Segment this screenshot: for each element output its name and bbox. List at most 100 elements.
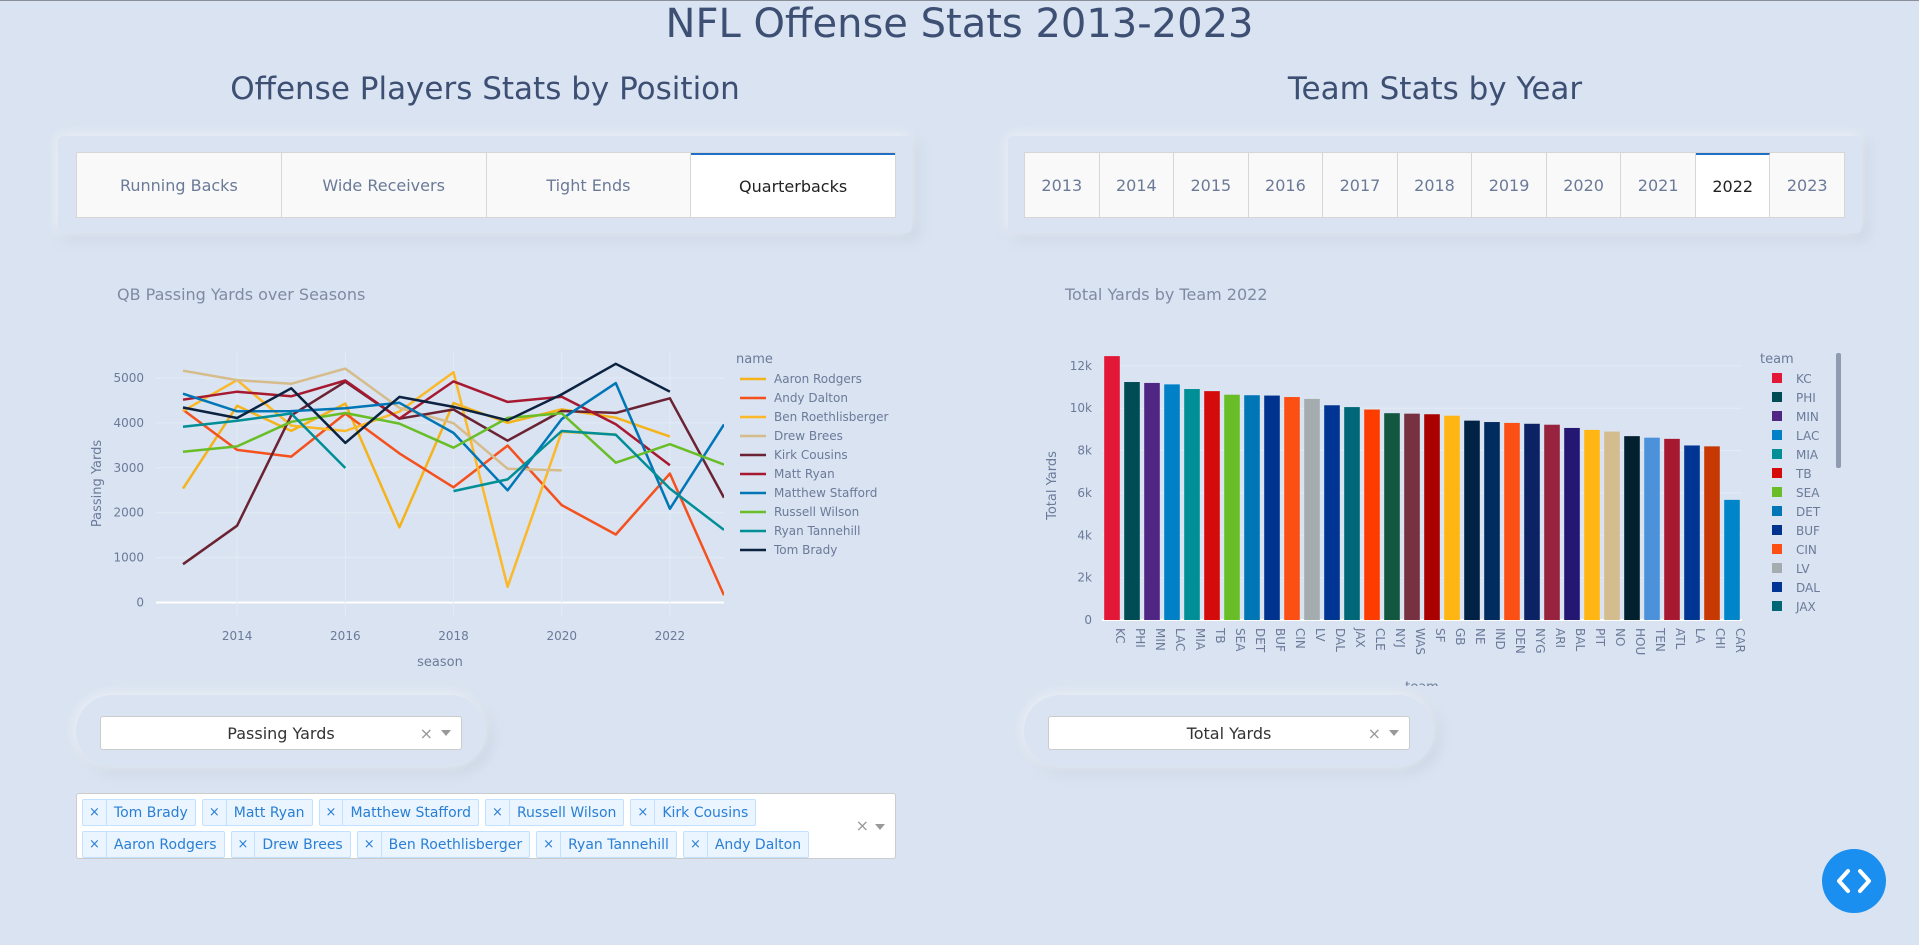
remove-chip-icon[interactable]: × [232, 832, 256, 857]
clear-icon[interactable]: × [1367, 723, 1381, 743]
chevron-down-icon[interactable] [875, 824, 885, 830]
player-chip[interactable]: × Matthew Stafford [318, 799, 480, 826]
x-axis-label: team [1405, 680, 1439, 686]
tab-year-2013[interactable]: 2013 [1025, 153, 1100, 217]
player-chip[interactable]: × Ryan Tannehill [536, 831, 677, 858]
qb-chart-title: QB Passing Yards over Seasons [117, 285, 366, 304]
clear-all-icon[interactable]: × [855, 816, 869, 835]
legend-label: DAL [1796, 581, 1820, 595]
legend-label: MIA [1796, 448, 1819, 462]
tab-quarterbacks[interactable]: Quarterbacks [691, 153, 895, 217]
series-line-ben-roethlisberger [182, 370, 616, 589]
x-tick-label: CIN [1293, 628, 1307, 649]
series-line-kirk-cousins [182, 380, 724, 566]
remove-chip-icon[interactable]: × [486, 800, 510, 825]
legend-label: Aaron Rodgers [774, 372, 862, 386]
x-tick-label: 2020 [546, 629, 577, 643]
series-line-aaron-rodgers [181, 401, 671, 529]
remove-chip-icon[interactable]: × [83, 832, 107, 857]
player-chip-label: Tom Brady [113, 804, 188, 821]
bar-ind [1484, 422, 1500, 620]
x-tick-label: NYG [1533, 628, 1547, 654]
x-tick-label: DET [1253, 628, 1267, 653]
remove-chip-icon[interactable]: × [684, 832, 708, 857]
bar-ten [1644, 437, 1660, 620]
bar-gb [1444, 415, 1460, 620]
tab-year-2018[interactable]: 2018 [1397, 153, 1473, 217]
x-tick-label: ATL [1673, 628, 1687, 650]
player-chip[interactable]: × Drew Brees [230, 831, 351, 858]
bar-ari [1544, 424, 1560, 620]
legend-label: DET [1796, 505, 1821, 519]
x-tick-label: 2016 [330, 629, 361, 643]
x-tick-label: 2022 [655, 629, 686, 643]
team-stat-dropdown[interactable]: Total Yards × [1048, 716, 1410, 750]
x-tick-label: PHI [1133, 628, 1147, 648]
player-chip[interactable]: × Ben Roethlisberger [356, 831, 531, 858]
x-tick-label: GB [1453, 628, 1467, 646]
team-stat-dropdown-value: Total Yards [1186, 723, 1272, 743]
legend-label: KC [1796, 372, 1812, 386]
tab-year-2019[interactable]: 2019 [1472, 153, 1547, 217]
tab-year-2023[interactable]: 2023 [1770, 153, 1845, 217]
bar-cin [1284, 397, 1300, 620]
x-tick-label: LAC [1173, 628, 1187, 651]
player-chip[interactable]: × Aaron Rodgers [82, 831, 225, 858]
legend-swatch [1772, 411, 1782, 421]
player-chip[interactable]: × Matt Ryan [201, 799, 313, 826]
x-tick-label: NO [1613, 628, 1627, 646]
x-tick-label: LA [1693, 628, 1707, 644]
tab-year-2022[interactable]: 2022 [1695, 153, 1771, 217]
player-chip[interactable]: × Tom Brady [82, 799, 196, 826]
bar-car [1724, 499, 1740, 620]
legend-label: LV [1796, 562, 1810, 576]
remove-chip-icon[interactable]: × [537, 832, 562, 857]
x-tick-label: WAS [1413, 628, 1427, 655]
player-multiselect[interactable]: × Tom Brady × Matt Ryan × Matthew Stafford × Ru… [76, 793, 896, 859]
x-tick-label: 2018 [438, 629, 469, 643]
tab-wide-receivers[interactable]: Wide Receivers [281, 153, 487, 217]
y-tick-label: 3000 [113, 461, 144, 475]
remove-chip-icon[interactable]: × [358, 832, 382, 857]
x-tick-label: CLE [1373, 628, 1387, 651]
tab-year-2021[interactable]: 2021 [1621, 153, 1696, 217]
y-axis-label: Passing Yards [90, 440, 105, 527]
code-toggle-button[interactable] [1822, 849, 1886, 913]
bar-nyg [1524, 423, 1540, 620]
player-chip-label: Ben Roethlisberger [388, 836, 523, 853]
player-chip[interactable]: × Andy Dalton [682, 831, 810, 858]
legend-label: Ben Roethlisberger [774, 410, 889, 424]
tab-year-2017[interactable]: 2017 [1323, 153, 1398, 217]
clear-icon[interactable]: × [419, 723, 433, 743]
tab-year-2015[interactable]: 2015 [1174, 153, 1249, 217]
legend-label: Matt Ryan [774, 467, 835, 481]
remove-chip-icon[interactable]: × [203, 800, 227, 825]
tab-tight-ends[interactable]: Tight Ends [486, 153, 692, 217]
x-tick-label: DAL [1333, 628, 1347, 652]
legend-label: Drew Brees [774, 429, 843, 443]
tab-running-backs[interactable]: Running Backs [77, 153, 282, 217]
legend-label: Tom Brady [773, 543, 837, 557]
x-tick-label: BUF [1273, 628, 1287, 652]
player-chip-label: Ryan Tannehill [568, 836, 669, 853]
tab-year-2016[interactable]: 2016 [1248, 153, 1324, 217]
tab-year-2014[interactable]: 2014 [1099, 153, 1175, 217]
x-tick-label: BAL [1573, 628, 1587, 651]
series-line-drew-brees [182, 367, 562, 472]
remove-chip-icon[interactable]: × [83, 800, 107, 825]
x-tick-label: MIN [1153, 628, 1167, 651]
bar-buf [1264, 395, 1280, 620]
player-chip[interactable]: × Kirk Cousins [630, 799, 757, 826]
player-chip[interactable]: × Russell Wilson [485, 799, 625, 826]
x-tick-label: SEA [1233, 628, 1247, 652]
y-tick-label: 12k [1070, 359, 1092, 373]
chevron-down-icon[interactable] [441, 730, 451, 736]
remove-chip-icon[interactable]: × [320, 800, 344, 825]
tab-year-2020[interactable]: 2020 [1546, 153, 1622, 217]
stat-dropdown[interactable]: Passing Yards × [100, 716, 462, 750]
x-axis-label: season [417, 655, 463, 670]
bar-bal [1564, 427, 1580, 620]
remove-chip-icon[interactable]: × [631, 800, 656, 825]
chevron-down-icon[interactable] [1389, 730, 1399, 736]
bar-was [1404, 413, 1420, 620]
